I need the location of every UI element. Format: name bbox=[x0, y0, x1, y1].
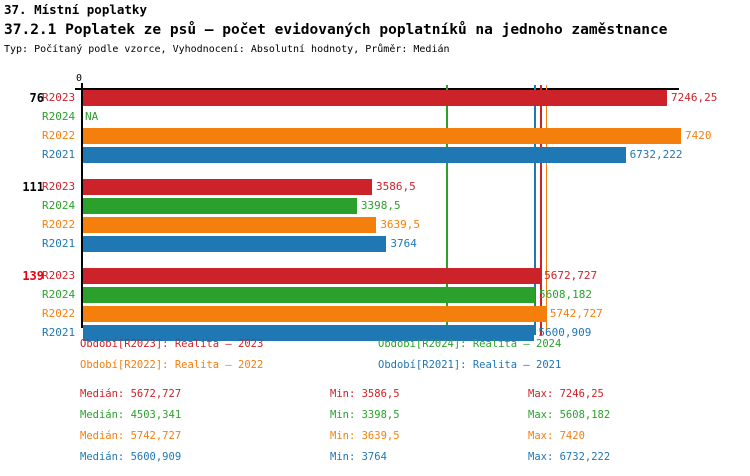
row-label-r2023: R2023 bbox=[42, 269, 76, 282]
axis-top-rule bbox=[81, 88, 679, 90]
group-label-76: 76 bbox=[29, 91, 44, 105]
legend-item: Období[R2024]: Realita – 2024 bbox=[378, 338, 562, 350]
bar-r2024[interactable] bbox=[83, 198, 357, 214]
chart-row: R2023 3586,5 bbox=[0, 179, 750, 195]
bar-value-label: 3639,5 bbox=[380, 218, 421, 231]
row-label-r2021: R2021 bbox=[42, 148, 76, 161]
chart-row: R2023 5672,727 bbox=[0, 268, 750, 284]
chart-row: R2021 6732,222 bbox=[0, 147, 750, 163]
group-label-111: 111 bbox=[22, 180, 44, 194]
row-label-r2024: R2024 bbox=[42, 110, 76, 123]
bar-value-label: 3398,5 bbox=[360, 199, 401, 212]
chart-meta-line: Typ: Počítaný podle vzorce, Vyhodnocení:… bbox=[4, 44, 450, 55]
stat-min: Min: 3398,5 bbox=[330, 409, 400, 421]
row-label-r2024: R2024 bbox=[42, 199, 76, 212]
median-line-r2021 bbox=[534, 85, 536, 335]
chart-plot-area: 0 76 R2023 7246,25 R2024 NA R2022 7420 R2021 673… bbox=[0, 60, 750, 341]
chart-legend: Období[R2023]: Realita – 2023 Období[R202… bbox=[0, 338, 750, 378]
bar-r2023[interactable] bbox=[83, 90, 667, 106]
stat-min: Min: 3764 bbox=[330, 451, 387, 463]
axis-zero-tick-label: 0 bbox=[76, 73, 83, 84]
chart-row: R2024 5608,182 bbox=[0, 287, 750, 303]
row-label-r2023: R2023 bbox=[42, 180, 76, 193]
legend-item: Období[R2023]: Realita – 2023 bbox=[80, 338, 264, 350]
median-line-r2024 bbox=[445, 85, 448, 335]
bar-r2021[interactable] bbox=[83, 325, 535, 341]
chart-row: R2022 3639,5 bbox=[0, 217, 750, 233]
legend-item: Období[R2022]: Realita – 2022 bbox=[80, 359, 264, 371]
row-label-r2021: R2021 bbox=[42, 326, 76, 339]
stat-max: Max: 7246,25 bbox=[528, 388, 604, 400]
bar-value-label: 5608,182 bbox=[538, 288, 592, 301]
median-line-r2023 bbox=[540, 85, 542, 335]
stat-median: Medián: 5742,727 bbox=[80, 430, 182, 442]
row-label-r2022: R2022 bbox=[42, 218, 76, 231]
bar-value-label: 7246,25 bbox=[670, 91, 718, 104]
bar-value-label: 5742,727 bbox=[549, 307, 603, 320]
bar-r2022[interactable] bbox=[83, 306, 546, 322]
stat-max: Max: 7420 bbox=[528, 430, 585, 442]
chart-row: R2023 7246,25 bbox=[0, 90, 750, 106]
bar-value-label: 3764 bbox=[390, 237, 417, 250]
row-label-r2021: R2021 bbox=[42, 237, 76, 250]
chart-statistics-block: Medián: 5672,727 Min: 3586,5 Max: 7246,25 M… bbox=[0, 388, 750, 476]
chart-row: R2024 3398,5 bbox=[0, 198, 750, 214]
chart-row: R2024 NA bbox=[0, 109, 750, 125]
bar-r2023[interactable] bbox=[83, 268, 541, 284]
group-label-139: 139 bbox=[22, 269, 44, 283]
y-axis-line bbox=[81, 83, 83, 328]
legend-item: Období[R2021]: Realita – 2021 bbox=[378, 359, 562, 371]
stat-max: Max: 6732,222 bbox=[528, 451, 611, 463]
bar-value-label: 7420 bbox=[685, 129, 712, 142]
bar-r2022[interactable] bbox=[83, 128, 681, 144]
bar-r2021[interactable] bbox=[83, 147, 626, 163]
chart-row: R2022 5742,727 bbox=[0, 306, 750, 322]
axis-zero-tick-mark bbox=[75, 88, 82, 90]
row-label-r2022: R2022 bbox=[42, 307, 76, 320]
chart-title: 37.2.1 Poplatek ze psů – počet evidovaný… bbox=[4, 22, 668, 38]
chart-row: R2021 5600,909 bbox=[0, 325, 750, 341]
bar-r2021[interactable] bbox=[83, 236, 387, 252]
median-line-r2022 bbox=[545, 85, 548, 335]
stat-median: Medián: 4503,341 bbox=[80, 409, 182, 421]
bar-value-label: 3586,5 bbox=[376, 180, 416, 193]
bar-r2022[interactable] bbox=[83, 217, 377, 233]
stat-min: Min: 3639,5 bbox=[330, 430, 400, 442]
bar-value-label: NA bbox=[85, 110, 99, 123]
bar-value-label: 5672,727 bbox=[544, 269, 598, 282]
row-label-r2022: R2022 bbox=[42, 129, 76, 142]
bar-value-label: 6732,222 bbox=[629, 148, 683, 161]
bar-value-label: 5600,909 bbox=[538, 326, 592, 339]
bar-r2024[interactable] bbox=[83, 287, 535, 303]
chart-row: R2022 7420 bbox=[0, 128, 750, 144]
stat-max: Max: 5608,182 bbox=[528, 409, 611, 421]
bar-r2023[interactable] bbox=[83, 179, 373, 195]
row-label-r2023: R2023 bbox=[42, 91, 76, 104]
row-label-r2024: R2024 bbox=[42, 288, 76, 301]
stat-median: Medián: 5672,727 bbox=[80, 388, 182, 400]
chart-row: R2021 3764 bbox=[0, 236, 750, 252]
page-title: 37. Místní poplatky bbox=[4, 2, 147, 17]
stat-min: Min: 3586,5 bbox=[330, 388, 400, 400]
stat-median: Medián: 5600,909 bbox=[80, 451, 182, 463]
